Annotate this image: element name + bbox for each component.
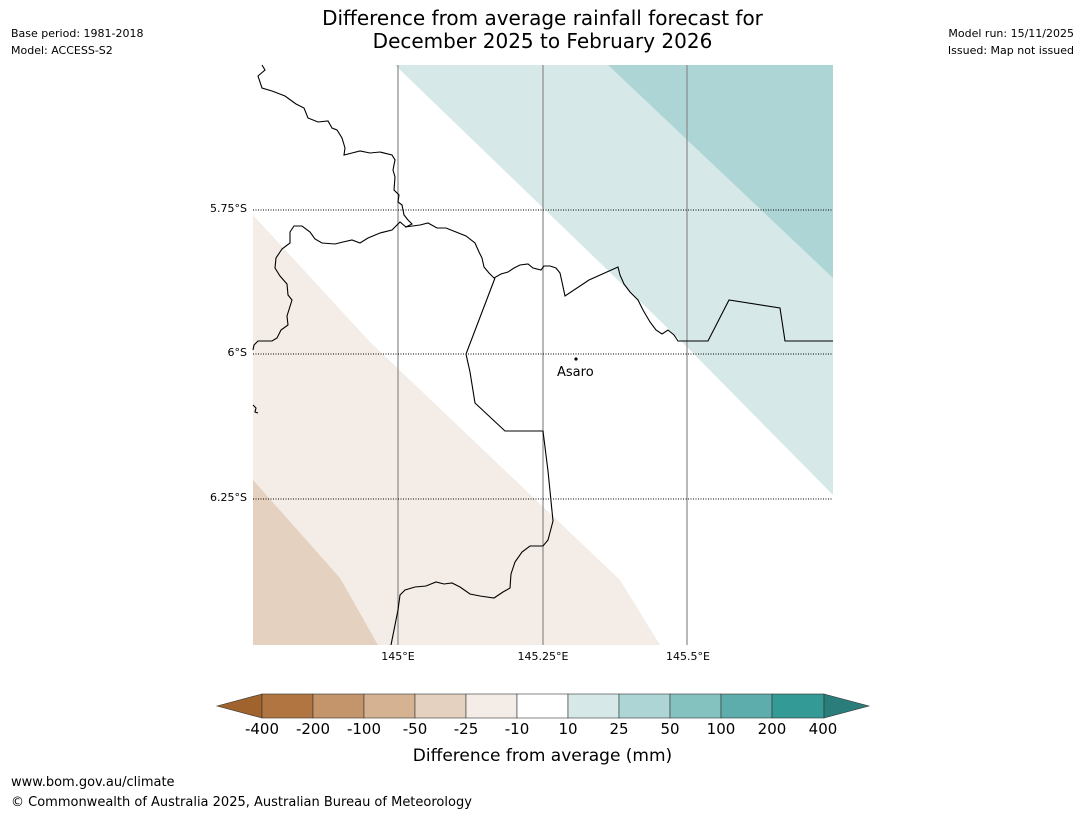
- colorbar-tick-label: -50: [402, 720, 428, 738]
- map-title: Difference from average rainfall forecas…: [0, 7, 1085, 53]
- lon-label-145-25: 145.25°E: [517, 650, 569, 663]
- lat-label-6-25: 6.25°S: [210, 491, 247, 504]
- footer-copyright: © Commonwealth of Australia 2025, Austra…: [11, 795, 472, 810]
- colorbar-bin: [414, 693, 467, 719]
- zone-dry-moderate: [253, 480, 378, 645]
- graticule: [253, 65, 833, 645]
- colorbar-bin: [669, 693, 722, 719]
- colorbar-bin: [363, 693, 416, 719]
- colorbar-extend-low: [215, 693, 263, 719]
- colorbar-tick-label: -400: [244, 720, 280, 738]
- colorbar-bin: [771, 693, 825, 719]
- colorbar-bin: [516, 693, 569, 719]
- colorbar-tick-label: -100: [346, 720, 382, 738]
- colorbar-title: Difference from average (mm): [412, 746, 673, 766]
- title-line-2: December 2025 to February 2026: [372, 29, 713, 53]
- zone-wet-moderate: [608, 65, 833, 278]
- lat-label-5-75: 5.75°S: [210, 202, 247, 215]
- issued-text: Issued: Map not issued: [947, 44, 1074, 57]
- footer-url: www.bom.gov.au/climate: [11, 775, 175, 790]
- lat-label-6: 6°S: [227, 346, 247, 359]
- colorbar-tick-label: 100: [706, 720, 736, 738]
- colorbar-tick-label: -200: [295, 720, 331, 738]
- colorbar-bin: [720, 693, 773, 719]
- colorbar-tick-label: 10: [558, 720, 578, 738]
- zone-neutral-dry: [253, 215, 660, 645]
- model-text: Model: ACCESS-S2: [11, 44, 113, 57]
- colorbar: [215, 693, 871, 719]
- base-period-text: Base period: 1981-2018: [11, 27, 144, 40]
- city-label-asaro: Asaro: [557, 365, 594, 380]
- colorbar-extend-high: [823, 693, 871, 719]
- colorbar-bin: [312, 693, 365, 719]
- boundary-south: [390, 277, 554, 646]
- metadata-right: Model run: 15/11/2025 Issued: Map not is…: [948, 25, 1074, 59]
- colorbar-bin: [261, 693, 314, 719]
- colorbar-tick-label: 400: [808, 720, 838, 738]
- colorbar-tick-label: 200: [757, 720, 787, 738]
- province-boundaries: [252, 64, 833, 646]
- colorbar-tick-label: 50: [660, 720, 680, 738]
- colorbar-bin: [567, 693, 620, 719]
- colorbar-bin: [618, 693, 671, 719]
- title-line-1: Difference from average rainfall forecas…: [322, 6, 763, 30]
- asaro-marker: [574, 357, 578, 361]
- boundary-east: [404, 222, 833, 342]
- lon-label-145: 145°E: [381, 650, 415, 663]
- metadata-left: Base period: 1981-2018 Model: ACCESS-S2: [11, 25, 143, 59]
- boundary-fragment: [252, 404, 259, 414]
- colorbar-tick-label: 25: [609, 720, 629, 738]
- colorbar-bin: [465, 693, 518, 719]
- colorbar-tick-label: -25: [453, 720, 479, 738]
- model-run-text: Model run: 15/11/2025: [948, 27, 1074, 40]
- boundary-west: [252, 64, 413, 351]
- colorbar-tick-label: -10: [504, 720, 530, 738]
- lon-label-145-5: 145.5°E: [666, 650, 710, 663]
